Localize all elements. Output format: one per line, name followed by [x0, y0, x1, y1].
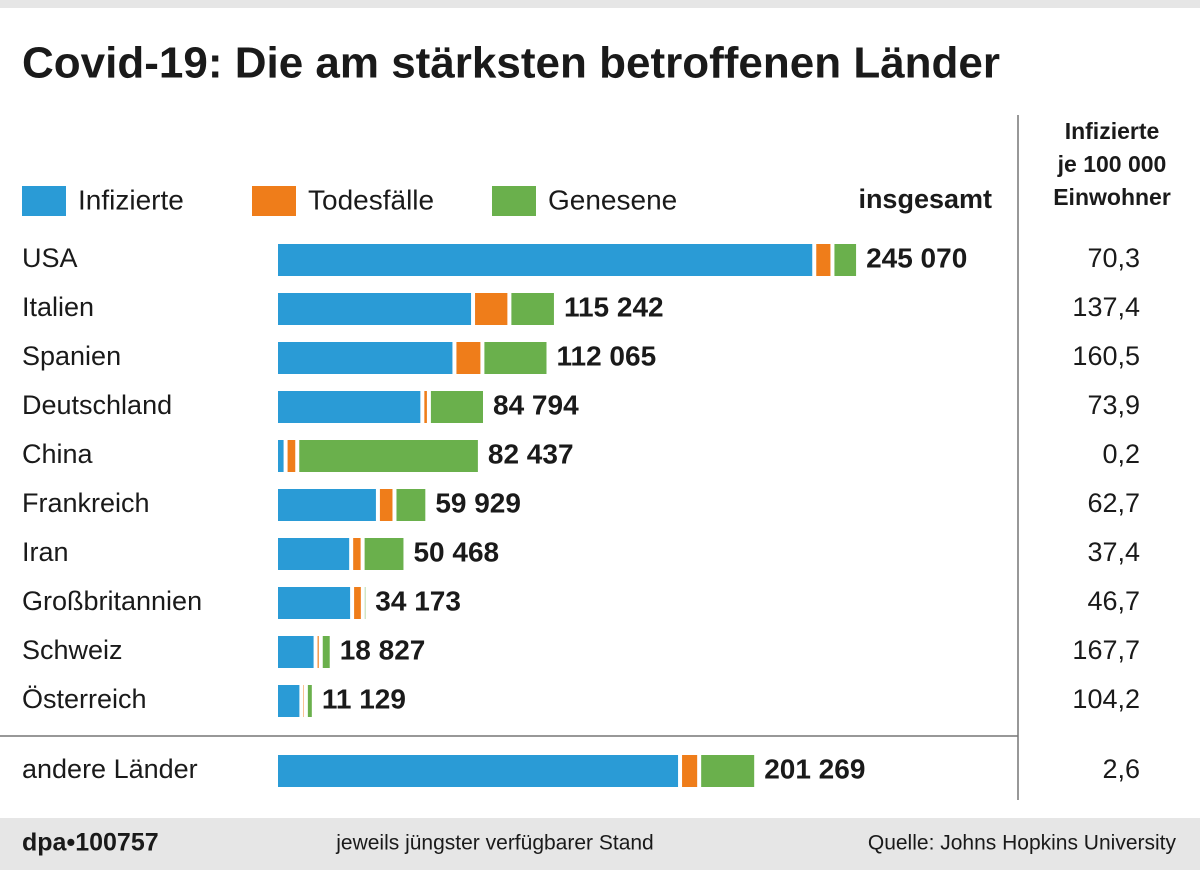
category-label: Iran	[22, 537, 69, 567]
legend-label: Todesfälle	[308, 184, 434, 215]
category-label: Italien	[22, 292, 94, 322]
bar-segment	[287, 440, 296, 472]
top-band	[0, 0, 1200, 8]
bar-segment	[278, 538, 350, 570]
bar-segment	[353, 538, 361, 570]
bar-segment	[379, 489, 393, 521]
total-label: 11 129	[322, 683, 406, 714]
per-100k-label: 167,7	[1072, 635, 1140, 665]
bar-segment	[475, 293, 508, 325]
total-label: 59 929	[435, 487, 521, 518]
bar-segment	[364, 538, 404, 570]
bar-segment	[701, 755, 755, 787]
total-label: 18 827	[340, 634, 426, 665]
bar-segment	[278, 489, 376, 521]
column-header: insgesamt	[858, 184, 992, 214]
footer-source: Quelle: Johns Hopkins University	[868, 832, 1177, 855]
category-label: Spanien	[22, 341, 121, 371]
total-label: 84 794	[493, 389, 579, 420]
chart-title: Covid-19: Die am stärksten betroffenen L…	[22, 39, 1000, 88]
category-label: Österreich	[22, 684, 147, 714]
total-label: 201 269	[764, 753, 865, 784]
bar-segment	[511, 293, 554, 325]
legend-swatch	[252, 186, 296, 216]
per-100k-label: 37,4	[1087, 537, 1140, 567]
per-100k-label: 62,7	[1087, 488, 1140, 518]
total-label: 34 173	[375, 585, 461, 616]
legend-swatch	[492, 186, 536, 216]
per-100k-label: 104,2	[1072, 684, 1140, 714]
bar-segment	[682, 755, 698, 787]
bar-segment	[317, 636, 319, 668]
footer-band	[0, 818, 1200, 870]
bar-segment	[278, 391, 421, 423]
footer-note: jeweils jüngster verfügbarer Stand	[335, 832, 654, 855]
per-100k-label: 160,5	[1072, 341, 1140, 371]
bar-segment	[307, 685, 312, 717]
column-header: Einwohner	[1053, 184, 1171, 210]
category-label: USA	[22, 243, 78, 273]
column-header: je 100 000	[1057, 151, 1167, 177]
bar-segment	[278, 755, 679, 787]
bar-segment	[278, 636, 314, 668]
bar-segment	[278, 342, 453, 374]
category-label: Frankreich	[22, 488, 150, 518]
bar-segment	[278, 440, 284, 472]
column-header: Infizierte	[1065, 118, 1160, 144]
per-100k-label: 137,4	[1072, 292, 1140, 322]
category-label: China	[22, 439, 94, 469]
legend-label: Genesene	[548, 184, 677, 215]
per-100k-label: 0,2	[1102, 439, 1140, 469]
legend-label: Infizierte	[78, 184, 184, 215]
category-label: Deutschland	[22, 390, 172, 420]
bar-segment	[278, 293, 472, 325]
total-label: 50 468	[413, 536, 499, 567]
bar-segment	[299, 440, 478, 472]
bar-segment	[834, 244, 857, 276]
bar-segment	[278, 685, 300, 717]
total-label: 112 065	[556, 340, 656, 371]
bar-segment	[816, 244, 831, 276]
bar-segment	[322, 636, 330, 668]
legend-swatch	[22, 186, 66, 216]
bar-segment	[430, 391, 484, 423]
per-100k-label: 70,3	[1087, 243, 1140, 273]
per-100k-label: 73,9	[1087, 390, 1140, 420]
total-label: 115 242	[564, 291, 664, 322]
bar-segment	[456, 342, 481, 374]
category-label: Schweiz	[22, 635, 123, 665]
category-label: Großbritannien	[22, 586, 202, 616]
per-100k-label: 46,7	[1087, 586, 1140, 616]
footer-id: dpa•100757	[22, 829, 159, 857]
bar-segment	[278, 587, 351, 619]
total-label: 245 070	[866, 242, 967, 273]
bar-segment	[278, 244, 813, 276]
bar-segment	[396, 489, 426, 521]
per-100k-label: 2,6	[1102, 754, 1140, 784]
bar-segment	[424, 391, 427, 423]
total-label: 82 437	[488, 438, 574, 469]
category-label: andere Länder	[22, 754, 198, 784]
bar-segment	[484, 342, 547, 374]
bar-segment	[354, 587, 361, 619]
